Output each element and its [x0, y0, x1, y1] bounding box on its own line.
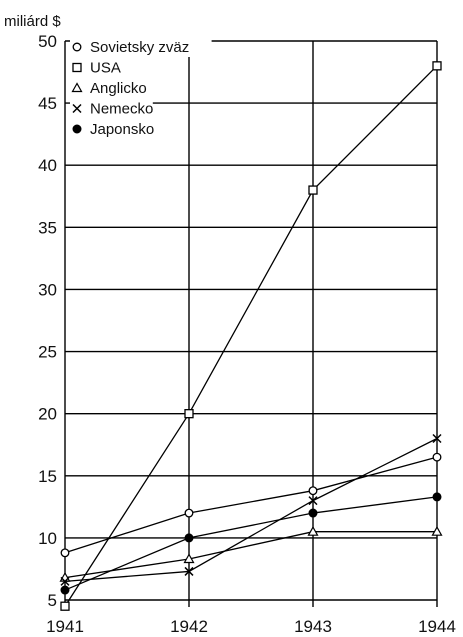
legend-background	[70, 78, 162, 98]
series-markers	[59, 61, 443, 611]
series-line-2	[64, 65, 438, 607]
y-tick-label: 40	[38, 156, 57, 175]
data-point-series-5	[432, 492, 442, 502]
legend-label: USA	[90, 60, 121, 77]
legend-label: Nemecko	[90, 101, 153, 118]
data-point-series-4	[308, 496, 318, 506]
legend-label: Sovietsky zväz	[90, 39, 189, 56]
data-point-series-3	[307, 525, 319, 536]
y-tick-label: 5	[48, 591, 57, 610]
legend-background	[70, 119, 162, 139]
series-line-3	[64, 531, 437, 579]
x-tick-label: 1942	[170, 617, 208, 636]
x-tick-label: 1943	[294, 617, 332, 636]
data-point-series-4	[184, 566, 194, 576]
x-tick-label: 1941	[46, 617, 84, 636]
legend: Sovietsky zväz USA Anglicko Nemecko Japonsko	[70, 37, 212, 139]
data-point-series-2	[60, 601, 70, 611]
grid	[64, 40, 438, 607]
data-point-series-5	[60, 585, 70, 595]
data-point-series-3	[431, 525, 443, 536]
legend-marker	[72, 124, 82, 134]
legend-marker	[72, 62, 82, 73]
y-axis-unit-label: miliárd $	[4, 13, 61, 30]
y-tick-label: 10	[38, 529, 57, 548]
legend-label: Anglicko	[90, 80, 147, 97]
y-tick-labels: 5 10 15 20 25 30 35 40 45 50	[38, 32, 57, 610]
y-tick-label: 50	[38, 32, 57, 51]
data-point-series-3	[183, 553, 195, 564]
y-tick-label: 45	[38, 94, 57, 113]
data-point-series-2	[308, 185, 318, 195]
x-tick-label: 1944	[418, 617, 456, 636]
data-point-series-1	[308, 486, 318, 496]
y-tick-label: 35	[38, 218, 57, 237]
legend-background	[70, 98, 153, 119]
data-point-series-4	[432, 433, 442, 444]
series-lines	[64, 65, 438, 607]
data-point-series-2	[184, 409, 194, 419]
x-tick-labels: 1941 1942 1943 1944	[46, 617, 456, 636]
legend-marker	[72, 42, 82, 52]
legend-marker	[71, 82, 83, 93]
series-line-5	[64, 496, 438, 591]
legend-label: Japonsko	[90, 121, 154, 138]
data-point-series-5	[184, 533, 194, 543]
series-line-4	[64, 437, 438, 583]
data-point-series-4	[60, 576, 70, 586]
legend-background	[70, 57, 120, 78]
data-point-series-1	[184, 508, 194, 518]
y-tick-label: 30	[38, 280, 57, 299]
legend-marker	[72, 103, 82, 114]
y-tick-label: 20	[38, 405, 57, 424]
data-point-series-1	[60, 548, 70, 558]
data-point-series-2	[432, 61, 442, 71]
y-tick-label: 15	[38, 467, 57, 486]
y-tick-label: 25	[38, 343, 57, 362]
legend-background	[70, 37, 212, 57]
series-line-1	[64, 456, 438, 554]
data-point-series-1	[432, 452, 442, 462]
data-point-series-5	[308, 508, 318, 518]
